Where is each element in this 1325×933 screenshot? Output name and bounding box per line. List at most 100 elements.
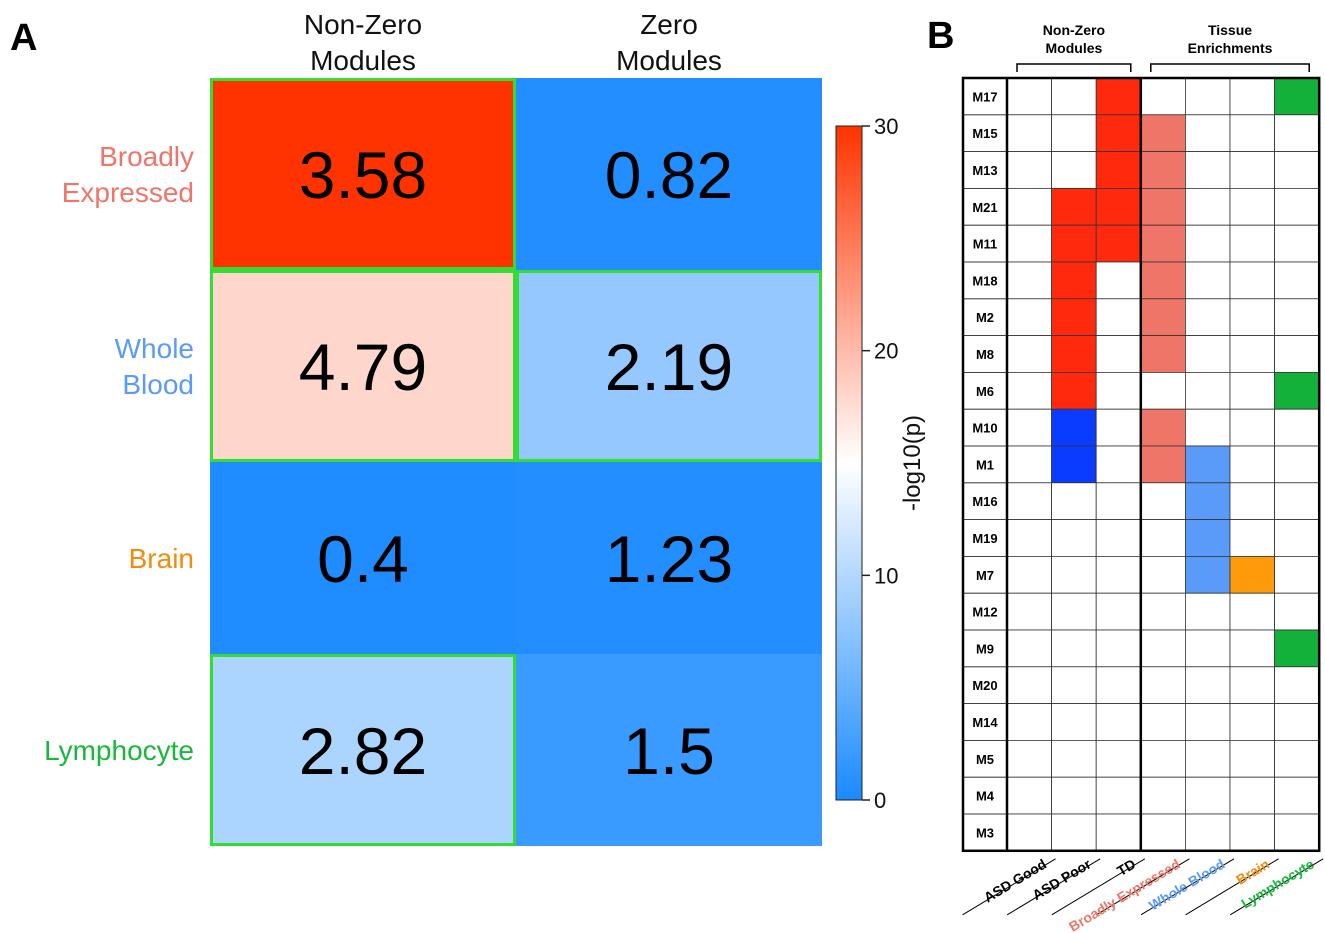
module-table-cell [1274, 666, 1320, 704]
group-header: Modules [1046, 40, 1103, 56]
column-label-underline [1006, 858, 1101, 916]
module-table-cell [1229, 151, 1275, 189]
module-table-cell [1140, 519, 1186, 557]
module-table-cell [1051, 445, 1097, 484]
module-table-cell [1185, 519, 1231, 557]
module-table-cell [1185, 666, 1231, 704]
module-table-cell [1229, 445, 1275, 484]
module-table-cell [1229, 408, 1275, 447]
module-table-cell [1185, 77, 1231, 116]
module-table-cell [1274, 151, 1320, 189]
column-label-underline [1185, 858, 1279, 916]
module-table-cell [1006, 445, 1052, 484]
heatmap-cell [516, 462, 822, 654]
module-table-cell [1185, 335, 1231, 373]
module-row-label: M6 [976, 384, 994, 399]
module-table-cell [1095, 592, 1142, 631]
module-table-cell [1051, 592, 1097, 631]
module-table-cell [1229, 666, 1275, 704]
module-table-cell [1095, 187, 1142, 226]
module-table-cell [1185, 445, 1231, 484]
module-table-cell [1006, 261, 1052, 300]
module-table-cell [1006, 519, 1052, 557]
module-table-cell [1229, 114, 1275, 153]
module-table-cell [1274, 776, 1320, 815]
module-table-cell [1185, 187, 1231, 226]
module-table-cell [1229, 77, 1275, 116]
module-row-label: M8 [976, 347, 994, 362]
heatmap-cell [210, 78, 516, 270]
module-table-cell [1051, 224, 1097, 263]
module-table-cell [1229, 482, 1275, 520]
module-row-label: M1 [976, 457, 994, 472]
module-table-cell [1140, 77, 1186, 116]
module-table-cell [1274, 224, 1320, 263]
module-row-label: M14 [972, 715, 998, 730]
module-table-panel-b: M17 M15 M13 M21 M11 M18 M2 M8 M6 M10 M1 M16 M19 M7 M12… [961, 22, 1324, 933]
module-table-cell [1006, 298, 1052, 336]
heatmap-column-label: Modules [310, 45, 416, 76]
module-table-cell [1140, 187, 1186, 226]
group-header: Enrichments [1188, 40, 1273, 56]
module-table-cell [1229, 298, 1275, 336]
module-table-cell [1229, 556, 1275, 594]
heatmap-cell-value: 4.79 [299, 330, 427, 404]
module-table-cell [1229, 224, 1275, 263]
module-row-label: M9 [976, 641, 994, 656]
module-table-cell [1051, 408, 1097, 447]
module-table-cell [1095, 813, 1142, 852]
module-table-cell [1006, 224, 1052, 263]
module-table-cell [1185, 298, 1231, 336]
module-table-cell [1006, 114, 1052, 153]
significance-highlight [210, 78, 516, 270]
module-table-cell [1051, 556, 1097, 594]
module-table-cell [1095, 519, 1142, 557]
colorbar-tick-label: 30 [874, 114, 898, 139]
module-table-cell [1274, 482, 1320, 520]
module-row-label: M11 [973, 237, 998, 252]
module-table-cell [1185, 813, 1231, 852]
panel-a-label: A [10, 17, 37, 59]
module-table-cell [1274, 519, 1320, 557]
module-table-cell [1274, 629, 1320, 668]
module-table-cell [1229, 592, 1275, 631]
module-table-cell [1095, 740, 1142, 778]
module-table-cell [1185, 224, 1231, 263]
module-table-cell [1095, 298, 1142, 336]
module-table-cell [1229, 261, 1275, 300]
module-table-cell [1140, 703, 1186, 741]
heatmap-row-label: Whole [115, 333, 194, 364]
heatmap-cell-value: 1.23 [605, 522, 733, 596]
module-table-cell [1185, 740, 1231, 778]
heatmap-cell [516, 78, 822, 270]
module-table-cell [1185, 556, 1231, 594]
module-table-cell [1095, 776, 1142, 815]
heatmap-cell-value: 0.82 [605, 138, 733, 212]
module-table-cell [1051, 482, 1097, 520]
module-row-label: M12 [972, 605, 997, 620]
module-table-cell [1140, 740, 1186, 778]
module-table-cell [1185, 371, 1231, 410]
module-table-cell [1140, 666, 1186, 704]
module-table-cell [1140, 556, 1186, 594]
heatmap-cell [210, 654, 516, 846]
heatmap-column-label: Zero [640, 9, 698, 40]
module-table-cell [1051, 813, 1097, 852]
module-table-cell [1140, 776, 1186, 815]
module-table-cell [1185, 114, 1231, 153]
module-table-cell [1140, 371, 1186, 410]
module-table-cell [1051, 629, 1097, 668]
module-table-cell [1051, 740, 1097, 778]
module-table-cell [1006, 703, 1052, 741]
module-table-cell [1229, 813, 1275, 852]
heatmap-column-label: Modules [616, 45, 722, 76]
heatmap-row-label: Broadly [99, 141, 194, 172]
module-row-label: M13 [972, 163, 997, 178]
module-table-cell [1051, 371, 1097, 410]
group-bracket [1150, 63, 1310, 72]
module-table-column-label: Whole Blood [1146, 856, 1228, 914]
module-table-cell [1095, 77, 1142, 116]
colorbar-tick-label: 20 [874, 339, 898, 364]
module-table-cell [1051, 298, 1097, 336]
module-row-label: M21 [972, 200, 997, 215]
